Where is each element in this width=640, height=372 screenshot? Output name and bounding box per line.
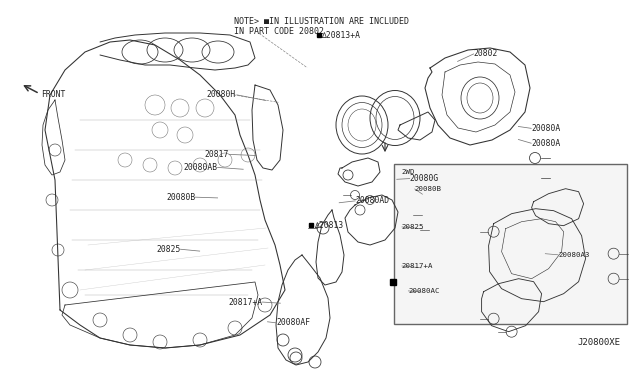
Text: 20080G: 20080G — [410, 174, 439, 183]
Text: 20080AF: 20080AF — [276, 318, 310, 327]
Text: 20080A: 20080A — [531, 139, 561, 148]
Text: J20800XE: J20800XE — [578, 338, 621, 347]
Text: 20080AC: 20080AC — [408, 288, 440, 294]
Text: 20802: 20802 — [474, 49, 498, 58]
Bar — [394, 164, 627, 324]
Text: 20825: 20825 — [402, 224, 424, 230]
Text: 20080H: 20080H — [206, 90, 236, 99]
Text: 2WD: 2WD — [402, 169, 415, 175]
Text: 20080B: 20080B — [166, 193, 195, 202]
Text: 20080A3: 20080A3 — [558, 252, 589, 258]
Text: IN PART CODE 20802: IN PART CODE 20802 — [234, 27, 324, 36]
Text: FRONT: FRONT — [42, 90, 66, 99]
Text: ∆20813+A: ∆20813+A — [321, 31, 360, 40]
Text: 20817+A: 20817+A — [228, 298, 262, 307]
Text: ∆20813: ∆20813 — [314, 221, 343, 230]
Text: 20825: 20825 — [156, 245, 180, 254]
Text: 20080AB: 20080AB — [184, 163, 218, 172]
Text: 20080A: 20080A — [531, 124, 561, 133]
Text: 20817: 20817 — [205, 150, 229, 159]
Text: NOTE> ■IN ILLUSTRATION ARE INCLUDED: NOTE> ■IN ILLUSTRATION ARE INCLUDED — [234, 17, 408, 26]
Text: 20080AD: 20080AD — [355, 196, 389, 205]
Text: 20080B: 20080B — [415, 186, 442, 192]
Text: 20817+A: 20817+A — [402, 263, 433, 269]
